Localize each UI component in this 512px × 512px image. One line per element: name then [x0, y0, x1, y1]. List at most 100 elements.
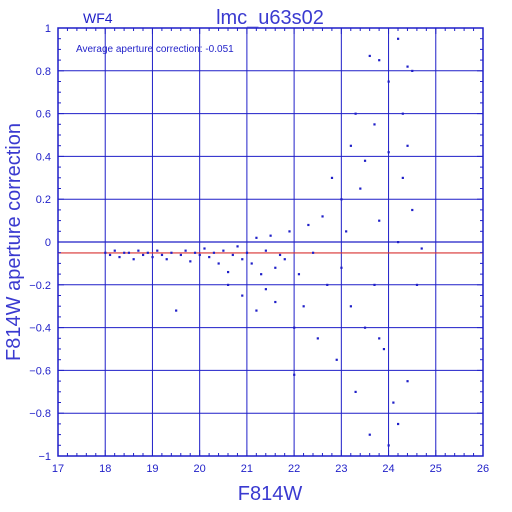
- x-tick-label: 22: [288, 463, 300, 475]
- data-point: [359, 187, 362, 190]
- chip-label: WF4: [83, 10, 113, 26]
- data-point: [231, 253, 234, 257]
- data-point: [293, 373, 296, 376]
- data-point: [382, 348, 386, 351]
- data-point: [363, 326, 367, 329]
- data-point: [123, 251, 126, 254]
- data-point: [283, 258, 286, 261]
- data-point: [330, 176, 334, 179]
- data-point: [217, 262, 220, 265]
- data-point: [406, 65, 409, 68]
- data-point: [227, 283, 230, 286]
- data-point: [340, 266, 343, 269]
- data-point: [387, 151, 390, 154]
- data-point: [236, 245, 239, 248]
- data-point: [278, 253, 282, 257]
- data-point: [151, 255, 154, 259]
- data-point: [241, 294, 244, 297]
- data-point: [349, 305, 352, 308]
- data-point: [387, 80, 390, 83]
- data-points: [104, 37, 423, 447]
- data-point: [354, 112, 357, 115]
- data-point: [302, 305, 305, 308]
- data-point: [378, 59, 381, 62]
- x-tick-label: 26: [477, 463, 489, 475]
- reference-lines: [58, 241, 483, 254]
- data-point: [378, 219, 381, 222]
- data-point: [160, 253, 164, 257]
- y-tick-label: −0.4: [29, 323, 51, 335]
- data-point: [113, 249, 116, 252]
- data-point: [269, 234, 272, 237]
- data-point: [137, 249, 140, 252]
- data-point: [179, 253, 182, 257]
- data-point: [108, 253, 112, 257]
- data-point: [368, 54, 371, 58]
- data-point: [316, 337, 319, 340]
- data-point: [307, 223, 310, 227]
- data-point: [245, 251, 249, 254]
- x-tick-label: 19: [146, 463, 158, 475]
- y-tick-label: −0.8: [29, 408, 51, 420]
- x-tick-label: 24: [382, 463, 394, 475]
- data-point: [250, 262, 253, 265]
- x-axis-label: F814W: [238, 483, 303, 505]
- data-point: [401, 176, 404, 179]
- y-tick-label: 1: [45, 23, 51, 35]
- data-point: [387, 444, 390, 447]
- x-axis-ticks: 17 18 19 20 21 22 23 24 25 26: [52, 28, 489, 475]
- data-point: [363, 159, 367, 162]
- x-tick-label: 21: [241, 463, 253, 475]
- data-point: [184, 249, 187, 252]
- data-point: [175, 309, 178, 312]
- x-tick-label: 25: [430, 463, 442, 475]
- data-point: [255, 236, 258, 239]
- data-point: [132, 258, 135, 261]
- data-point: [392, 401, 395, 404]
- y-tick-label: 0.4: [36, 151, 51, 163]
- data-point: [349, 144, 352, 147]
- y-tick-label: −1: [38, 451, 51, 463]
- data-point: [142, 253, 145, 257]
- y-tick-label: 0.2: [36, 194, 51, 206]
- data-point: [264, 249, 267, 252]
- data-point: [274, 300, 277, 304]
- y-axis-label: F814W aperture correction: [3, 123, 25, 361]
- y-tick-label: 0.6: [36, 109, 51, 121]
- data-point: [212, 251, 216, 254]
- data-point: [373, 123, 376, 126]
- data-point: [411, 69, 414, 72]
- data-point: [397, 37, 400, 40]
- data-point: [406, 144, 409, 147]
- data-point: [354, 390, 357, 393]
- average-annotation: Average aperture correction: -0.051: [76, 44, 234, 55]
- data-point: [293, 326, 296, 329]
- data-point: [397, 241, 400, 244]
- data-point: [170, 251, 173, 254]
- x-tick-label: 23: [335, 463, 347, 475]
- y-tick-label: −0.2: [29, 280, 51, 292]
- data-point: [208, 255, 211, 259]
- data-point: [260, 273, 263, 276]
- y-axis-ticks: −1 −0.8 −0.6 −0.4 −0.2 0 0.2 0.4 0.6 0.8 1: [29, 23, 483, 463]
- data-point: [401, 112, 404, 115]
- x-tick-label: 17: [52, 463, 64, 475]
- data-point: [326, 283, 329, 286]
- data-point: [156, 249, 159, 252]
- data-point: [411, 208, 414, 212]
- data-point: [274, 266, 277, 269]
- data-point: [345, 230, 348, 233]
- data-point: [335, 358, 338, 361]
- data-point: [368, 433, 371, 436]
- data-point: [118, 255, 121, 259]
- data-point: [373, 283, 376, 286]
- data-point: [378, 337, 381, 340]
- data-point: [420, 247, 423, 250]
- y-tick-label: −0.6: [29, 365, 51, 377]
- data-point: [127, 251, 131, 254]
- data-point: [255, 309, 258, 312]
- data-point: [288, 230, 291, 233]
- data-point: [165, 258, 168, 261]
- data-point: [198, 253, 201, 257]
